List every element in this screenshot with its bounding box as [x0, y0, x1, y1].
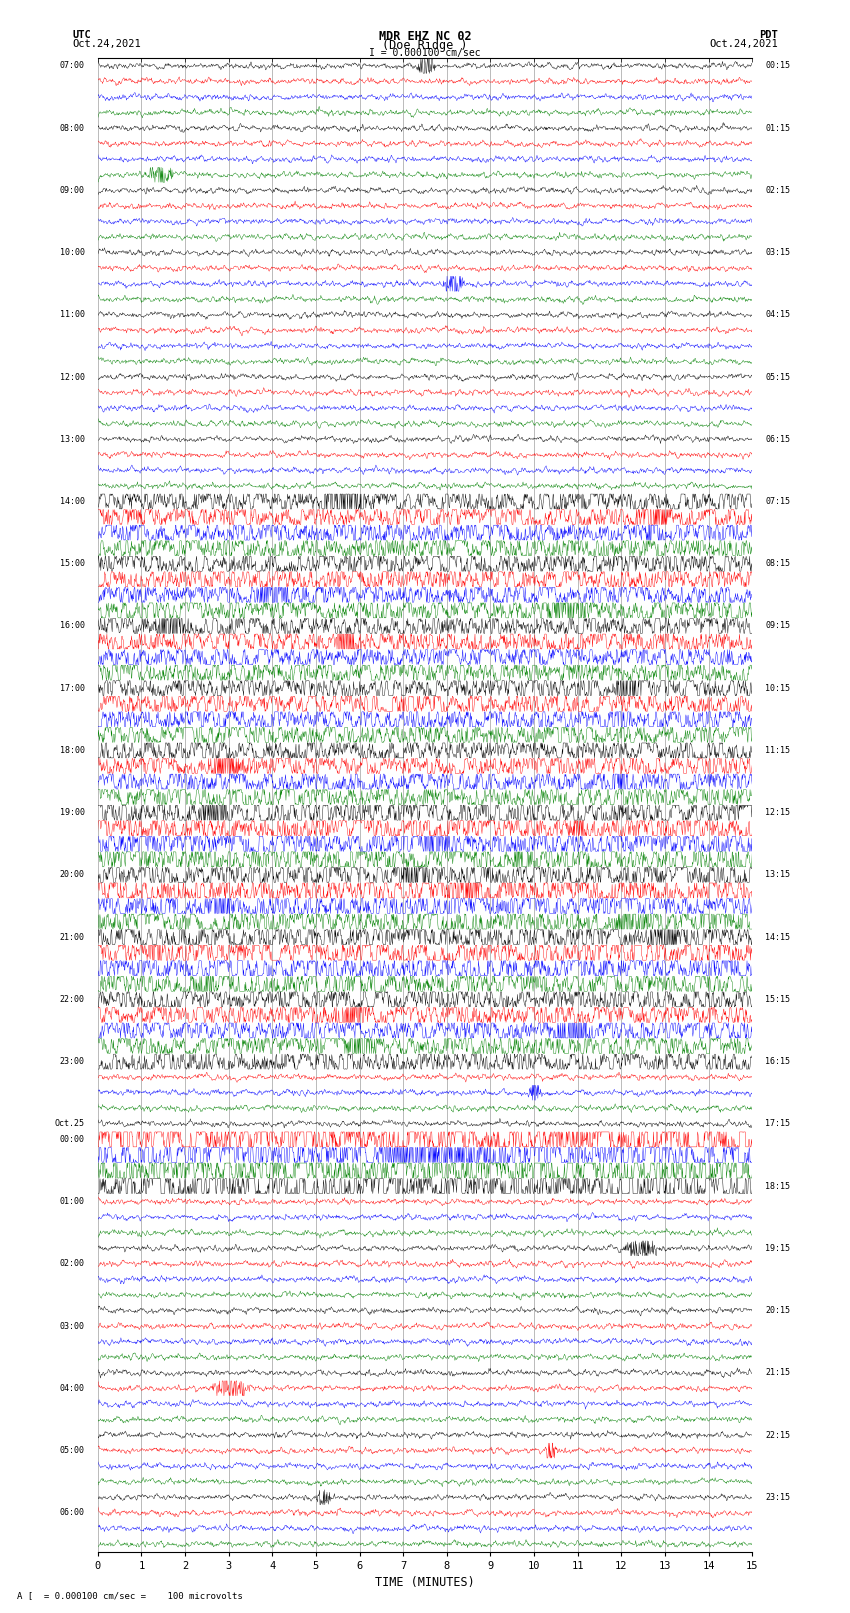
Text: 14:00: 14:00: [60, 497, 85, 506]
Text: 09:15: 09:15: [765, 621, 790, 631]
Text: Oct.24,2021: Oct.24,2021: [72, 39, 141, 48]
Text: 19:00: 19:00: [60, 808, 85, 818]
Text: PDT: PDT: [759, 31, 778, 40]
Text: 08:15: 08:15: [765, 560, 790, 568]
Text: 02:00: 02:00: [60, 1260, 85, 1268]
Text: 20:15: 20:15: [765, 1307, 790, 1315]
Text: A [  = 0.000100 cm/sec =    100 microvolts: A [ = 0.000100 cm/sec = 100 microvolts: [17, 1590, 243, 1600]
Text: 14:15: 14:15: [765, 932, 790, 942]
Text: 12:15: 12:15: [765, 808, 790, 818]
Text: 00:15: 00:15: [765, 61, 790, 71]
Text: 23:15: 23:15: [765, 1492, 790, 1502]
Text: 18:00: 18:00: [60, 745, 85, 755]
Text: 20:00: 20:00: [60, 871, 85, 879]
Text: 15:15: 15:15: [765, 995, 790, 1003]
Text: 10:15: 10:15: [765, 684, 790, 692]
Text: Oct.25: Oct.25: [54, 1119, 85, 1129]
Text: 11:00: 11:00: [60, 310, 85, 319]
Text: 04:15: 04:15: [765, 310, 790, 319]
Text: 22:15: 22:15: [765, 1431, 790, 1439]
Text: 07:00: 07:00: [60, 61, 85, 71]
Text: 06:00: 06:00: [60, 1508, 85, 1518]
Text: Oct.24,2021: Oct.24,2021: [709, 39, 778, 48]
Text: 01:00: 01:00: [60, 1197, 85, 1207]
Text: 02:15: 02:15: [765, 185, 790, 195]
Text: 17:15: 17:15: [765, 1119, 790, 1129]
Text: 04:00: 04:00: [60, 1384, 85, 1394]
Text: 13:15: 13:15: [765, 871, 790, 879]
Text: 11:15: 11:15: [765, 745, 790, 755]
Text: 06:15: 06:15: [765, 436, 790, 444]
Text: 17:00: 17:00: [60, 684, 85, 692]
Text: 16:00: 16:00: [60, 621, 85, 631]
Text: (Doe Ridge ): (Doe Ridge ): [382, 39, 468, 52]
Text: 03:15: 03:15: [765, 248, 790, 256]
Text: 19:15: 19:15: [765, 1244, 790, 1253]
Text: UTC: UTC: [72, 31, 91, 40]
Text: 05:00: 05:00: [60, 1447, 85, 1455]
Text: 15:00: 15:00: [60, 560, 85, 568]
Text: 09:00: 09:00: [60, 185, 85, 195]
Text: 00:00: 00:00: [60, 1136, 85, 1144]
Text: 13:00: 13:00: [60, 436, 85, 444]
Text: 21:00: 21:00: [60, 932, 85, 942]
Text: 23:00: 23:00: [60, 1057, 85, 1066]
Text: 16:15: 16:15: [765, 1057, 790, 1066]
Text: MDR EHZ NC 02: MDR EHZ NC 02: [379, 31, 471, 44]
Text: 22:00: 22:00: [60, 995, 85, 1003]
Text: 07:15: 07:15: [765, 497, 790, 506]
Text: 10:00: 10:00: [60, 248, 85, 256]
Text: I = 0.000100 cm/sec: I = 0.000100 cm/sec: [369, 48, 481, 58]
Text: 03:00: 03:00: [60, 1321, 85, 1331]
X-axis label: TIME (MINUTES): TIME (MINUTES): [375, 1576, 475, 1589]
Text: 12:00: 12:00: [60, 373, 85, 382]
Text: 18:15: 18:15: [765, 1182, 790, 1190]
Text: 21:15: 21:15: [765, 1368, 790, 1378]
Text: 05:15: 05:15: [765, 373, 790, 382]
Text: 08:00: 08:00: [60, 124, 85, 132]
Text: 01:15: 01:15: [765, 124, 790, 132]
